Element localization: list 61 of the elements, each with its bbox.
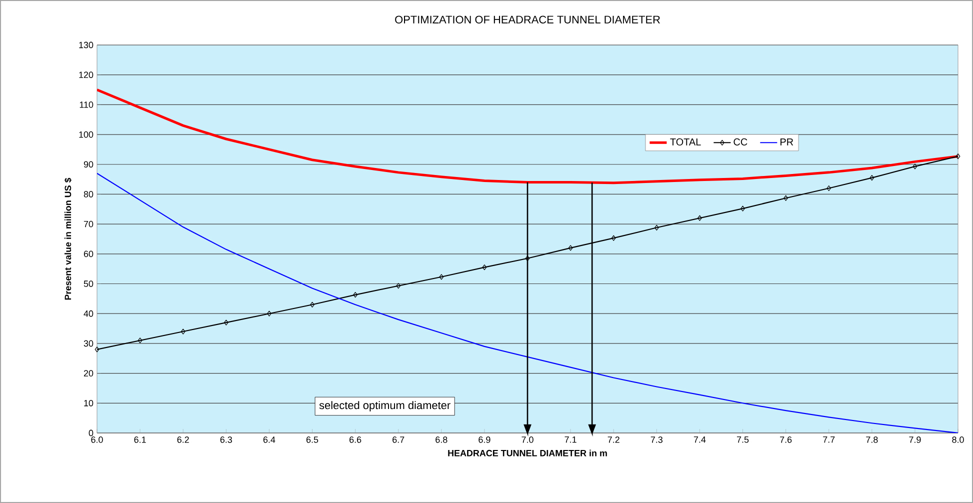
x-tick-label: 7.7 [823,436,835,443]
y-tick-label: 80 [84,191,94,198]
y-tick-label: 40 [84,310,94,317]
y-tick-label: 0 [88,430,94,436]
x-tick-label: 6.1 [134,436,146,443]
x-tick-label: 8.0 [952,436,964,443]
chart-title: OPTIMIZATION OF HEADRACE TUNNEL DIAMETER [395,16,660,24]
y-tick-label: 130 [79,42,94,48]
x-tick-label: 6.5 [306,436,318,443]
point [180,328,186,334]
x-tick-label: 6.4 [263,436,276,443]
x-tick-label: 7.8 [866,436,878,443]
point [826,185,832,192]
point [784,195,788,201]
y-tick-label: 50 [84,280,94,287]
point [740,206,745,212]
x-tick-label: 6.9 [478,436,490,443]
y-axis-title: Present value in million US $ [64,178,72,300]
point [654,224,659,230]
point [396,283,401,289]
point [439,274,444,280]
point [310,302,314,308]
legend-label: TOTAL [670,138,701,146]
y-tick-label: 100 [79,131,94,138]
point [870,175,874,181]
x-tick-label: 7.2 [608,436,620,443]
y-tick-label: 30 [84,340,94,347]
point [267,310,272,316]
point [912,164,918,170]
y-tick-label: 60 [84,250,94,258]
x-tick-label: 6.2 [177,436,189,443]
point [611,235,616,241]
x-tick-label: 7.9 [909,436,921,443]
x-tick-label: 7.0 [522,436,534,443]
x-tick-label: 7.1 [564,436,576,443]
x-tick-label: 6.8 [436,436,448,443]
point [525,256,530,262]
point [698,215,702,221]
y-tick-label: 10 [84,400,94,406]
x-tick-label: 7.5 [736,436,749,443]
legend-label: PR [780,138,794,146]
y-tick-label: 90 [84,161,94,168]
point [568,245,573,251]
y-tick-label: 70 [84,220,94,228]
y-tick-label: 120 [79,72,94,78]
point [482,264,487,270]
x-tick-label: 6.6 [350,436,362,443]
x-tick-label: 6.7 [392,436,404,443]
point [138,338,142,344]
x-tick-label: 7.6 [780,436,792,443]
point [353,292,358,298]
y-tick-label: 110 [80,102,94,108]
x-tick-label: 7.3 [650,436,662,443]
x-axis-title: HEADRACE TUNNEL DIAMETER in m [448,450,607,456]
x-tick-label: 7.4 [694,436,706,443]
annotation: selected optimum diameter [319,401,450,412]
legend-label: CC [734,138,748,146]
point [224,320,228,326]
x-tick-label: 6.3 [220,436,232,443]
x-tick-label: 6.0 [91,436,103,443]
y-tick-label: 20 [84,370,94,376]
